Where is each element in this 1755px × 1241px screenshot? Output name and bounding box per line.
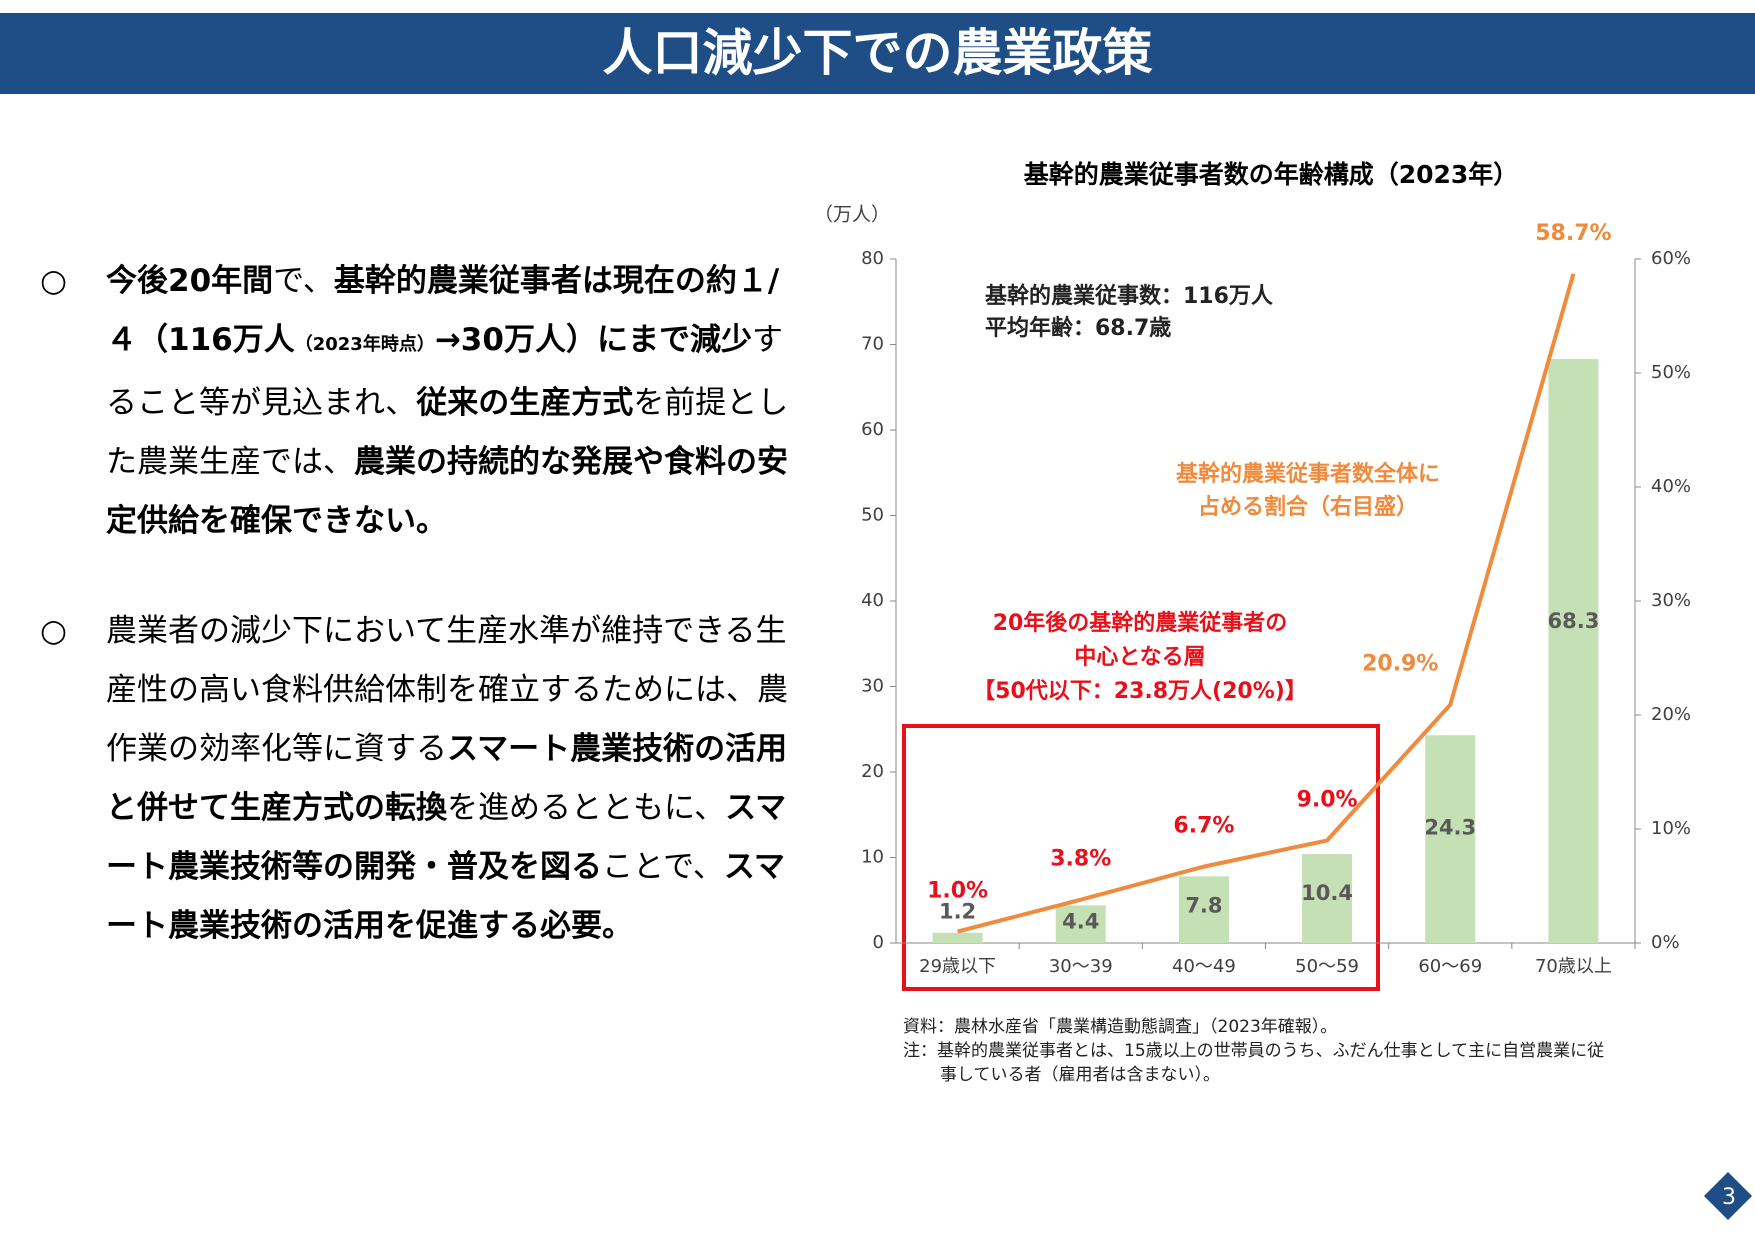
bar-value-label: 1.2 <box>939 900 976 924</box>
bullet-segment: 従来の生産方式 <box>416 385 634 421</box>
bar-value-label: 7.8 <box>1185 893 1222 917</box>
y-tick-label: 80 <box>861 248 884 269</box>
annotation: 20年後の基幹的農業従事者の <box>993 610 1288 636</box>
y2-tick-label: 40% <box>1651 476 1691 497</box>
bullet-marker: ○ <box>40 613 68 649</box>
chart-title: 基幹的農業従事者数の年齢構成（2023年） <box>1024 160 1519 189</box>
y2-tick-label: 0% <box>1651 932 1680 953</box>
annotation: 基幹的農業従事者数全体に <box>1176 461 1440 487</box>
bar-value-label: 10.4 <box>1301 881 1353 905</box>
bar <box>1055 905 1106 943</box>
line-value-label: 20.9% <box>1362 652 1438 677</box>
y-tick-label: 30 <box>861 676 884 697</box>
bar-value-label: 24.3 <box>1424 816 1476 840</box>
x-tick-label: 40～49 <box>1172 956 1236 977</box>
x-tick-label: 50～59 <box>1295 956 1359 977</box>
bar-value-label: 68.3 <box>1548 609 1600 633</box>
annotation: 基幹的農業従事数：116万人 <box>985 283 1273 309</box>
y-tick-label: 0 <box>873 932 884 953</box>
annotation: 【50代以下：23.8万人(20%)】 <box>973 679 1307 704</box>
bullet-segment: →30万人）にまで減少 <box>434 322 752 358</box>
bullet-segment: （2023年時点） <box>294 334 435 355</box>
source-note: 資料：農林水産省「農業構造動態調査」（2023年確報）。 <box>903 1017 1337 1037</box>
y-tick-label: 50 <box>861 505 884 526</box>
highlight-box <box>902 724 1380 991</box>
page-number: 3 <box>1722 1185 1736 1210</box>
annotation: 平均年齢：68.7歳 <box>985 315 1171 341</box>
y-tick-label: 20 <box>861 761 884 782</box>
y-tick-label: 60 <box>861 419 884 440</box>
bullet-segment: で、 <box>273 263 334 299</box>
bar <box>1425 735 1476 943</box>
y2-tick-label: 10% <box>1651 818 1691 839</box>
bullet-marker: ○ <box>40 263 68 299</box>
x-tick-label: 60～69 <box>1418 956 1482 977</box>
line-value-label: 58.7% <box>1535 221 1611 246</box>
y2-tick-label: 50% <box>1651 362 1691 383</box>
bar <box>1302 854 1353 943</box>
bullet: ○ 今後20年間で、基幹的農業従事者は現在の約１/４（116万人（2023年時点）… <box>40 252 810 551</box>
line-value-label: 9.0% <box>1297 787 1358 812</box>
y-tick-label: 40 <box>861 590 884 611</box>
bullet-segment: スマート農業技術の活用と併せて生産方式の転換 <box>106 731 788 826</box>
annotation: 占める割合（右目盛） <box>1198 494 1418 520</box>
bullet-segment: スマート農業技術等の開発・普及を図る <box>106 790 787 885</box>
page-badge <box>1704 1172 1752 1220</box>
x-tick-label: 30～39 <box>1049 956 1113 977</box>
bullet-segment: 基幹的農業従事者は現在の約１/４（116万人 <box>106 263 780 358</box>
y-tick-label: 10 <box>861 847 884 868</box>
bullet-segment: を進めるとともに、 <box>447 790 726 826</box>
y2-tick-label: 30% <box>1651 590 1691 611</box>
line-value-label: 3.8% <box>1050 847 1111 872</box>
x-tick-label: 70歳以上 <box>1535 956 1612 977</box>
y2-tick-label: 20% <box>1651 704 1691 725</box>
line <box>957 273 1576 934</box>
line-value-label: 6.7% <box>1173 814 1234 839</box>
bullet-segment: を前提とした農業生産では、 <box>106 385 789 480</box>
source-note: 事している者（雇用者は含まない）。 <box>940 1065 1220 1085</box>
bullet: ○ 農業者の減少下において生産水準が維持できる生産性の高い食料供給体制を確立するた… <box>40 602 810 956</box>
bullet-segment: 農業の持続的な発展や食料の安定供給を確保できない。 <box>106 444 788 539</box>
line-value-label: 1.0% <box>927 879 988 904</box>
y-tick-label: 70 <box>861 334 884 355</box>
y2-tick-label: 60% <box>1651 248 1691 269</box>
bullet-text: 農業者の減少下において生産水準が維持できる生産性の高い食料供給体制を確立するため… <box>70 602 810 956</box>
bullet-segment: 今後20年間 <box>106 263 274 299</box>
source-note: 注：基幹的農業従事者とは、15歳以上の世帯員のうち、ふだん仕事として主に自営農業… <box>903 1040 1604 1061</box>
bullet-segment: ことで、 <box>602 849 724 885</box>
bullet-segment: すること等が見込まれ、 <box>106 322 783 421</box>
bullet-segment: スマート農業技術の活用を促進する必要。 <box>106 849 785 944</box>
bullet-text: 今後20年間で、基幹的農業従事者は現在の約１/４（116万人（2023年時点）→… <box>70 252 810 551</box>
bullet-segment: 農業者の減少下において生産水準が維持できる生産性の高い食料供給体制を確立するため… <box>106 613 788 767</box>
y-axis-label: （万人） <box>814 204 890 226</box>
bar <box>1178 876 1229 943</box>
bar <box>1548 359 1599 943</box>
bar <box>932 932 983 943</box>
slide-title: 人口減少下での農業政策 <box>0 13 1755 94</box>
bar-value-label: 4.4 <box>1062 909 1099 933</box>
annotation: 中心となる層 <box>1074 645 1205 670</box>
x-tick-label: 29歳以下 <box>919 956 996 977</box>
